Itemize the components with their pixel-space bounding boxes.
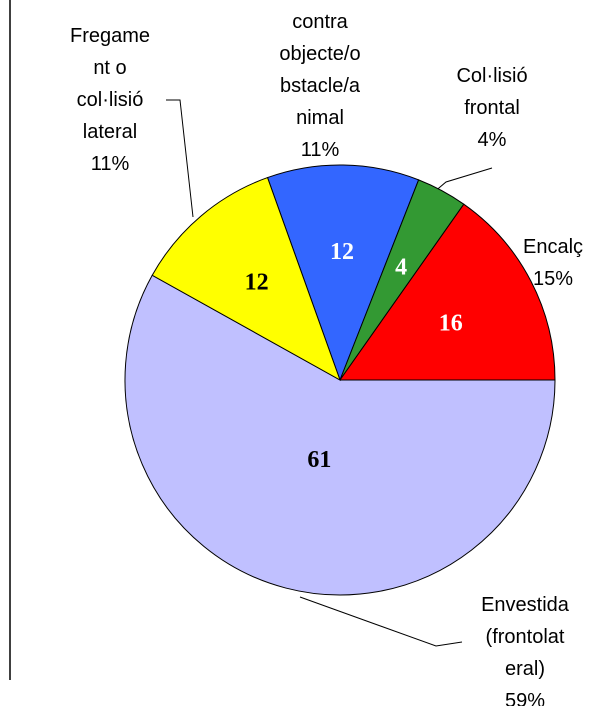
pie-slice bbox=[124, 274, 556, 596]
category-label: nt o bbox=[93, 57, 126, 79]
percent-label: 11% bbox=[301, 139, 340, 161]
category-label: Envestida bbox=[481, 594, 570, 616]
category-label: (frontolat bbox=[486, 626, 565, 648]
category-label: eral) bbox=[505, 658, 545, 680]
leader-line bbox=[166, 99, 194, 218]
percent-label: 59% bbox=[505, 690, 545, 706]
category-label: col·lisió bbox=[77, 89, 144, 111]
leader-line bbox=[299, 596, 463, 647]
category-label: Encalç bbox=[523, 236, 583, 258]
category-label: nimal bbox=[296, 107, 344, 129]
category-label: contra bbox=[292, 11, 348, 33]
value-label: 12 bbox=[330, 239, 354, 265]
category-label: Fregame bbox=[70, 25, 150, 47]
value-label: 12 bbox=[245, 270, 269, 296]
category-label: Col·lisió bbox=[456, 65, 527, 87]
category-label: objecte/o bbox=[279, 43, 360, 65]
category-label: lateral bbox=[83, 121, 137, 143]
category-label: frontal bbox=[464, 97, 520, 119]
category-label: bstacle/a bbox=[280, 75, 361, 97]
percent-label: 15% bbox=[533, 268, 573, 290]
value-label: 4 bbox=[395, 254, 407, 280]
pie-slice bbox=[266, 164, 420, 382]
pie-slice bbox=[339, 203, 556, 381]
leader-line bbox=[432, 167, 493, 194]
value-label: 61 bbox=[307, 447, 331, 473]
percent-label: 4% bbox=[478, 129, 507, 151]
value-label: 16 bbox=[439, 311, 463, 337]
percent-label: 11% bbox=[91, 153, 130, 175]
pie-slice bbox=[151, 176, 341, 382]
